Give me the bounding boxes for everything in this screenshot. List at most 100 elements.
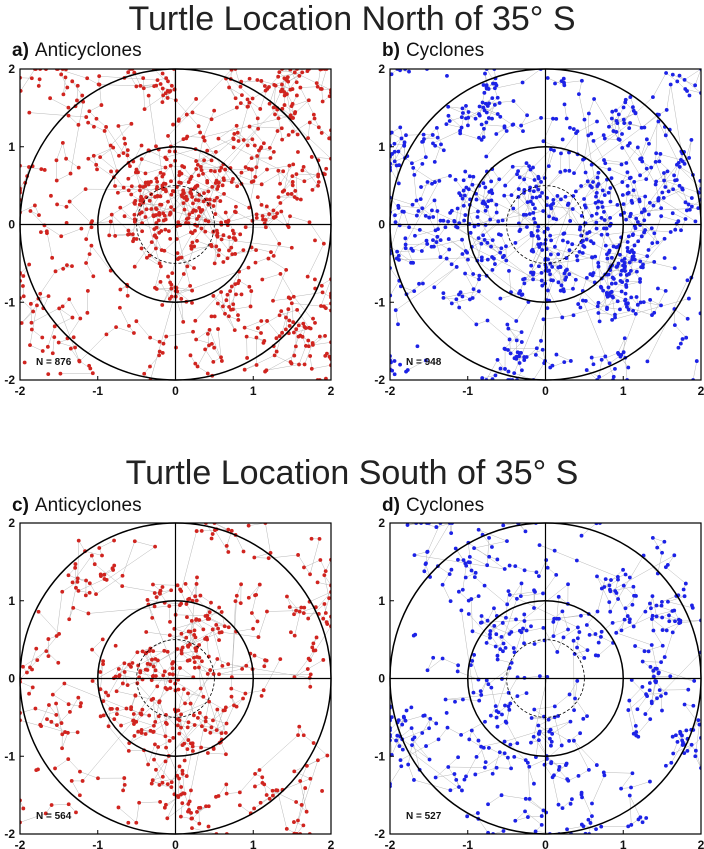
data-point bbox=[308, 572, 312, 577]
data-point bbox=[550, 264, 555, 269]
data-point bbox=[89, 243, 94, 248]
data-point bbox=[209, 536, 214, 541]
data-point bbox=[197, 643, 202, 647]
data-point bbox=[246, 265, 251, 270]
data-point bbox=[203, 728, 208, 733]
data-point bbox=[194, 159, 199, 163]
data-point bbox=[539, 270, 544, 275]
track-segment bbox=[221, 239, 292, 248]
track-segment bbox=[294, 100, 309, 114]
data-point bbox=[117, 153, 121, 158]
data-point bbox=[686, 202, 691, 207]
data-point bbox=[189, 192, 194, 196]
track-segment bbox=[40, 271, 56, 294]
data-point bbox=[166, 229, 171, 234]
data-point bbox=[109, 169, 113, 174]
track-segment bbox=[486, 206, 491, 220]
data-point bbox=[596, 182, 601, 186]
data-point bbox=[471, 287, 476, 292]
data-point bbox=[186, 597, 191, 602]
data-point bbox=[204, 804, 208, 809]
track-segment bbox=[169, 667, 181, 675]
data-point bbox=[602, 136, 607, 141]
data-point bbox=[267, 212, 272, 216]
data-point bbox=[191, 201, 195, 206]
track-segment bbox=[210, 665, 247, 671]
data-point bbox=[179, 601, 184, 606]
data-point bbox=[56, 340, 61, 345]
track-segment bbox=[600, 636, 614, 644]
data-point bbox=[551, 197, 556, 202]
track-segment bbox=[176, 232, 192, 240]
bottom-section-title: Turtle Location South of 35° S bbox=[126, 454, 579, 492]
data-point bbox=[226, 218, 231, 223]
data-point bbox=[528, 185, 532, 190]
data-point bbox=[660, 190, 665, 195]
track-segment bbox=[283, 165, 290, 191]
track-segment bbox=[578, 80, 583, 95]
data-point bbox=[594, 190, 599, 195]
track-segment bbox=[56, 142, 64, 161]
track-segment bbox=[77, 540, 79, 579]
x-tick-label: -2 bbox=[15, 838, 26, 849]
data-point bbox=[190, 749, 195, 753]
track-segment bbox=[477, 258, 494, 261]
data-point bbox=[288, 69, 293, 72]
data-point bbox=[563, 194, 568, 199]
track-segment bbox=[394, 151, 400, 184]
track-segment bbox=[483, 107, 498, 115]
data-point bbox=[76, 538, 81, 543]
data-point bbox=[154, 206, 158, 211]
data-point bbox=[556, 280, 561, 285]
data-point bbox=[310, 645, 315, 650]
data-point bbox=[446, 219, 451, 224]
track-segment bbox=[609, 169, 630, 179]
data-point bbox=[137, 212, 142, 216]
track-segment bbox=[137, 665, 152, 681]
data-point bbox=[90, 647, 94, 652]
data-point bbox=[229, 307, 233, 312]
track-segment bbox=[527, 762, 530, 799]
track-segment bbox=[294, 760, 319, 834]
data-point bbox=[216, 253, 221, 258]
track-segment bbox=[614, 310, 634, 315]
data-point bbox=[220, 664, 225, 668]
track-segment bbox=[168, 222, 179, 232]
data-point bbox=[62, 681, 67, 686]
data-point bbox=[122, 670, 127, 674]
data-point bbox=[584, 275, 589, 280]
data-point bbox=[568, 219, 573, 223]
track-segment bbox=[395, 266, 457, 311]
data-point bbox=[253, 260, 258, 265]
data-point bbox=[618, 278, 623, 283]
track-segment bbox=[285, 309, 289, 330]
data-point bbox=[65, 85, 70, 90]
data-point bbox=[184, 602, 189, 606]
data-point bbox=[636, 239, 641, 244]
data-point bbox=[651, 95, 655, 99]
data-point bbox=[502, 253, 506, 258]
track-segment bbox=[623, 193, 628, 213]
data-point bbox=[633, 311, 638, 316]
track-segment bbox=[560, 153, 562, 173]
track-segment bbox=[518, 213, 530, 224]
track-segment bbox=[626, 147, 639, 164]
data-point bbox=[190, 826, 194, 831]
track-segment bbox=[265, 523, 271, 553]
data-point bbox=[625, 249, 630, 254]
track-segment bbox=[20, 297, 34, 312]
track-segment bbox=[437, 565, 450, 575]
track-segment bbox=[416, 200, 435, 216]
track-segment bbox=[174, 618, 208, 630]
data-point bbox=[528, 199, 533, 204]
data-point bbox=[269, 250, 273, 255]
sample-size-label: N = 876 bbox=[36, 357, 72, 368]
data-point bbox=[646, 248, 651, 252]
data-point bbox=[520, 80, 525, 85]
data-point bbox=[289, 245, 294, 250]
data-point bbox=[246, 523, 251, 528]
data-point bbox=[559, 151, 563, 156]
data-point bbox=[308, 672, 313, 677]
track-segment bbox=[513, 100, 528, 116]
data-point bbox=[449, 301, 454, 306]
